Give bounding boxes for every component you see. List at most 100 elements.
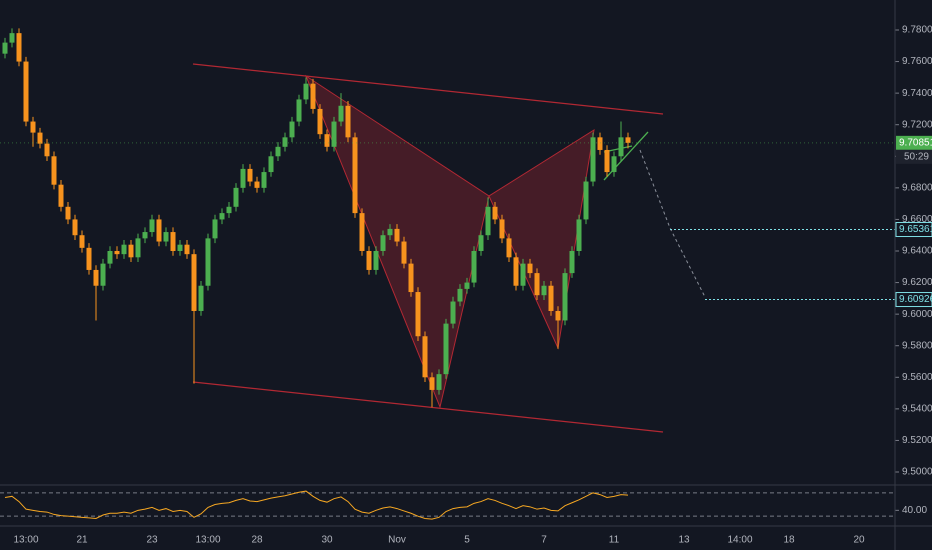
candle-body [345, 105, 351, 138]
candle-body [548, 285, 554, 311]
candle-body [9, 33, 15, 43]
candle-body [387, 228, 393, 236]
candle-body [492, 206, 498, 220]
y-tick-label: 9.74000 [902, 88, 932, 99]
x-tick-label: Nov [388, 535, 406, 546]
candle-body [443, 323, 449, 375]
y-tick-label: 9.72000 [902, 119, 932, 130]
x-tick-label: 21 [76, 535, 88, 546]
candle-body [184, 244, 190, 255]
candle-body [380, 235, 386, 251]
candle-body [457, 288, 463, 302]
candle-body [401, 241, 407, 264]
candle-body [72, 219, 78, 236]
level-label-box [895, 222, 932, 238]
x-tick-label: 30 [321, 535, 333, 546]
candle-body [597, 137, 603, 150]
countdown-box [896, 149, 932, 164]
candle-body [534, 273, 540, 296]
candle-body [352, 137, 358, 214]
candle-body [625, 137, 631, 143]
candle-body [282, 137, 288, 147]
x-tick-label: 13 [678, 535, 690, 546]
candle-body [107, 251, 113, 264]
candle-body [212, 219, 218, 239]
candle-body [583, 181, 589, 220]
candle-body [520, 263, 526, 286]
candle-body [408, 263, 414, 293]
candle-body [240, 168, 246, 188]
y-tick-label: 9.58000 [902, 340, 932, 351]
candle-body [170, 232, 176, 251]
candle-body [261, 172, 267, 188]
candle-body [310, 83, 316, 109]
x-tick-label: 13:00 [13, 535, 38, 546]
candle-body [37, 132, 43, 144]
candle-body [149, 219, 155, 233]
channel-upper [192, 63, 664, 115]
y-tick-label: 9.76000 [902, 56, 932, 67]
x-tick-label: 5 [464, 535, 470, 546]
candle-body [128, 244, 134, 258]
channel-lower [192, 381, 664, 433]
level-label-box [895, 292, 932, 308]
trend-line [603, 131, 649, 181]
candle-body [436, 374, 442, 390]
candle-body [450, 301, 456, 324]
candle-body [604, 149, 610, 173]
candle-body [65, 206, 71, 220]
x-tick-label: 18 [783, 535, 795, 546]
candle-body [86, 247, 92, 270]
candle-body [16, 33, 22, 62]
candle-body [275, 146, 281, 157]
candle-body [121, 244, 127, 255]
y-tick-label: 9.56000 [902, 372, 932, 383]
candle-body [499, 219, 505, 239]
candle-body [331, 121, 337, 147]
candle-body [506, 238, 512, 258]
candle-body [429, 377, 435, 390]
candle-body [44, 143, 50, 157]
candle-body [618, 137, 624, 157]
candle-body [471, 251, 477, 283]
last-price-label: 9.70851 [899, 137, 932, 148]
y-tick-label: 9.64000 [902, 246, 932, 257]
last-price-box [896, 135, 932, 150]
x-tick-label: 20 [853, 535, 865, 546]
candle-body [79, 235, 85, 248]
rsi-tick-label: 40.00 [902, 505, 927, 516]
candle-body [478, 235, 484, 251]
candle-body [226, 206, 232, 214]
y-tick-label: 9.62000 [902, 277, 932, 288]
candle-body [142, 232, 148, 239]
candle-body [541, 285, 547, 296]
candle-body [233, 187, 239, 207]
candle-body [156, 219, 162, 242]
candle-body [415, 292, 421, 337]
plot: 9.50000 9.52000 9.54000 9.56000 9.58000 9.600… [0, 25, 932, 546]
candle-body [135, 238, 141, 258]
candle-body [485, 206, 491, 236]
candle-body [422, 336, 428, 378]
candle-body [198, 285, 204, 311]
x-tick-label: 13:00 [195, 535, 220, 546]
candle-body [219, 213, 225, 220]
x-tick-label: 23 [146, 535, 158, 546]
candle-body [268, 156, 274, 173]
candle-body [93, 269, 99, 286]
candle-body [177, 244, 183, 251]
candle-body [163, 232, 169, 242]
candle-body [590, 137, 596, 182]
candle-body [394, 228, 400, 242]
candle-body [464, 282, 470, 289]
level-label: 9.60926 [899, 294, 932, 305]
x-tick-label: 28 [251, 535, 263, 546]
candle-body [2, 42, 8, 54]
candle-body [527, 263, 533, 274]
candle-body [338, 105, 344, 122]
candle-body [569, 251, 575, 274]
candle-body [51, 156, 57, 185]
candle-body [23, 61, 29, 122]
candle-body [30, 121, 36, 133]
